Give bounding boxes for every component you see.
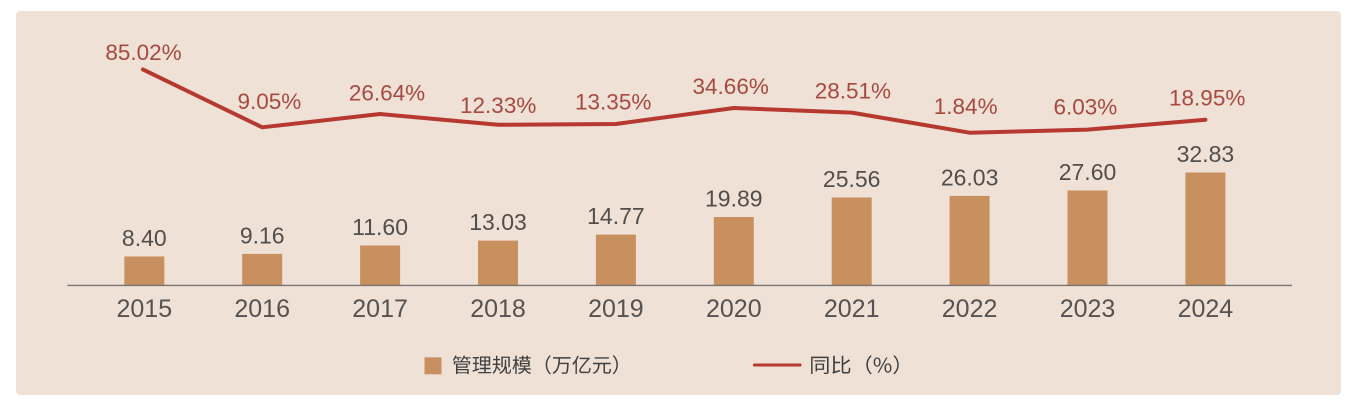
svg-text:2022: 2022 [942,295,998,323]
svg-text:2021: 2021 [824,295,880,323]
svg-text:13.03: 13.03 [469,209,527,235]
svg-text:26.64%: 26.64% [349,80,425,105]
svg-text:2024: 2024 [1178,295,1234,323]
svg-text:13.35%: 13.35% [575,89,651,114]
svg-text:1.84%: 1.84% [934,94,998,119]
svg-text:2015: 2015 [116,295,172,323]
svg-text:27.60: 27.60 [1059,159,1117,185]
svg-text:2019: 2019 [588,295,644,323]
svg-text:2020: 2020 [706,295,762,323]
svg-text:28.51%: 28.51% [815,78,891,103]
svg-text:2018: 2018 [470,295,526,323]
svg-text:2017: 2017 [352,295,408,323]
svg-text:12.33%: 12.33% [460,93,536,118]
svg-text:8.40: 8.40 [122,225,167,251]
svg-text:14.77: 14.77 [587,203,645,229]
svg-text:85.02%: 85.02% [105,40,181,65]
svg-text:6.03%: 6.03% [1053,95,1117,120]
svg-text:34.66%: 34.66% [693,74,769,99]
svg-text:9.05%: 9.05% [237,89,301,114]
svg-text:11.60: 11.60 [352,214,408,240]
svg-text:25.56: 25.56 [823,166,881,192]
svg-text:32.83: 32.83 [1177,141,1235,167]
svg-text:2016: 2016 [234,295,290,323]
svg-text:18.95%: 18.95% [1169,86,1245,111]
svg-text:19.89: 19.89 [705,186,763,212]
svg-text:26.03: 26.03 [941,164,999,190]
svg-text:9.16: 9.16 [240,222,285,248]
svg-text:2023: 2023 [1060,295,1116,323]
